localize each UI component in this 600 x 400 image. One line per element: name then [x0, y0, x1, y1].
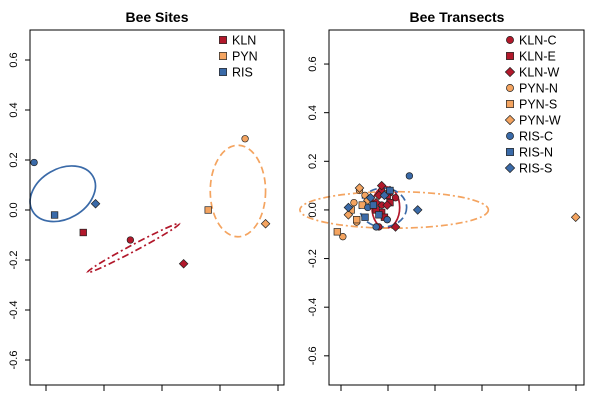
- ellipse-pyn: [209, 144, 267, 238]
- legend-marker-kln-e: [506, 52, 514, 60]
- point-kln-w: [376, 180, 387, 191]
- y-tick-label: -0.2: [8, 251, 20, 270]
- legend-label-ris: RIS: [232, 66, 253, 80]
- point-kln-c: [391, 194, 400, 202]
- y-tick-label: -0.4: [8, 301, 20, 320]
- legend-marker-ris: [219, 68, 227, 76]
- legend-marker-kln-c: [506, 36, 514, 44]
- point-ris: [50, 211, 59, 219]
- point-ris-s: [412, 205, 423, 215]
- x-axis: [45, 385, 279, 391]
- point-kln-w: [390, 222, 401, 232]
- y-tick-label: -0.6: [307, 346, 319, 365]
- legend-label-ris-n: RIS-N: [519, 146, 553, 160]
- panel-bee-sites: Bee Sites -0.6 -0.4 -0.2 0.0 0.2 0.4 0.6 KLN PY…: [8, 9, 285, 391]
- point-ris-s: [343, 202, 354, 213]
- y-tick-label: -0.2: [307, 249, 319, 268]
- point-pyn-n: [339, 233, 347, 241]
- point-ris-s: [379, 190, 390, 201]
- legend-label-kln: KLN: [232, 34, 256, 48]
- y-tick-label: 0.6: [307, 56, 319, 71]
- point-pyn-n: [350, 198, 358, 207]
- legend-marker-ris-s: [504, 162, 516, 174]
- point-pyn-w: [343, 210, 354, 220]
- chart-title: Bee Sites: [125, 9, 188, 25]
- legend-label-kln-e: KLN-E: [519, 50, 556, 64]
- point-ris: [30, 158, 38, 167]
- y-axis: -0.6 -0.4 -0.2 0.0 0.2 0.4 0.6: [8, 52, 30, 369]
- y-tick-label: 0.6: [8, 52, 20, 67]
- plot-area: [299, 172, 581, 241]
- chart-title: Bee Transects: [410, 9, 505, 25]
- point-pyn: [241, 135, 249, 143]
- point-kln: [79, 228, 87, 237]
- point-ris-c: [383, 216, 391, 224]
- point-pyn-s: [333, 228, 341, 236]
- legend-label-kln-w: KLN-W: [519, 66, 559, 80]
- legend: KLN-C KLN-E KLN-W PYN-N PYN-S PYN-W RIS-C RIS-N…: [504, 34, 561, 176]
- point-pyn-w: [354, 183, 365, 193]
- legend-marker-ris-c: [506, 132, 514, 140]
- y-tick-label: 0.4: [307, 105, 319, 120]
- legend-label-ris-s: RIS-S: [519, 162, 552, 176]
- point-pyn-s: [353, 216, 361, 224]
- legend-marker-pyn-w: [504, 114, 516, 126]
- y-tick-label: 0.0: [8, 202, 20, 217]
- y-axis: -0.6 -0.4 -0.2 0.0 0.2 0.4 0.6: [307, 56, 329, 365]
- y-tick-label: 0.0: [307, 202, 319, 217]
- point-ris-n: [361, 213, 369, 221]
- ellipse-kln: [86, 222, 181, 274]
- legend: KLN PYN RIS: [219, 34, 258, 80]
- plot-area: [29, 135, 271, 274]
- legend-marker-ris-n: [506, 148, 514, 156]
- y-tick-label: -0.4: [307, 298, 319, 317]
- point-ris: [90, 198, 101, 209]
- legend-label-pyn-w: PYN-W: [519, 114, 561, 128]
- panel-bee-transects: Bee Transects -0.6 -0.4 -0.2 0.0 0.2 0.4 0.6 K…: [299, 9, 585, 391]
- legend-marker-kln-w: [504, 66, 516, 78]
- point-ris-n: [386, 186, 394, 195]
- point-pyn: [204, 206, 212, 214]
- point-ris-s: [365, 192, 376, 203]
- point-kln: [126, 236, 135, 244]
- y-tick-label: 0.2: [8, 152, 20, 167]
- point-ris-n: [375, 211, 383, 219]
- legend-marker-pyn-n: [506, 84, 514, 92]
- point-ris-c: [405, 172, 414, 180]
- plot-frame: [328, 29, 585, 386]
- legend-marker-pyn-s: [506, 100, 514, 108]
- y-tick-label: 0.4: [8, 102, 20, 117]
- legend-marker-kln: [219, 36, 227, 44]
- legend-label-pyn: PYN: [232, 50, 258, 64]
- point-ris-c: [372, 223, 380, 231]
- legend-label-kln-c: KLN-C: [519, 34, 557, 48]
- legend-marker-pyn: [219, 52, 227, 60]
- point-kln-w: [382, 200, 392, 210]
- y-tick-label: 0.2: [307, 154, 319, 169]
- y-tick-label: -0.6: [8, 351, 20, 370]
- point-pyn: [260, 218, 271, 229]
- ellipse-pyn: [299, 190, 490, 230]
- legend-label-pyn-n: PYN-N: [519, 82, 558, 96]
- point-ris-n: [369, 201, 377, 209]
- plot-frame: [29, 29, 285, 386]
- ellipse-ris: [29, 165, 97, 223]
- legend-label-pyn-s: PYN-S: [519, 98, 557, 112]
- x-axis: [340, 385, 577, 391]
- point-kln: [178, 258, 189, 269]
- legend-label-ris-c: RIS-C: [519, 130, 553, 144]
- point-pyn-w: [570, 212, 581, 223]
